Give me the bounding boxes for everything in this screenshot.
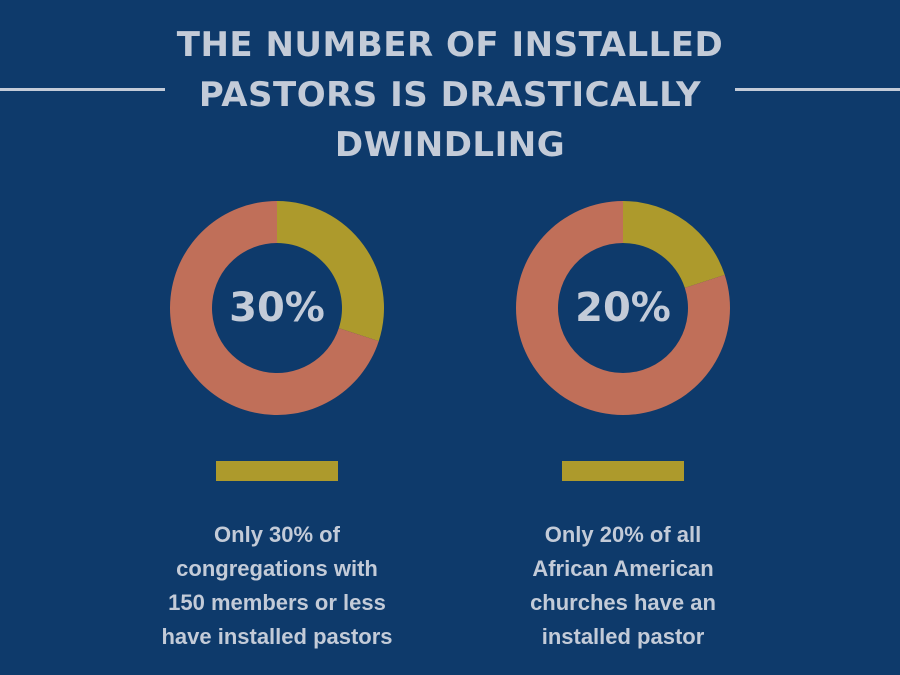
title-rule-left <box>0 88 165 91</box>
donut-slice-remainder <box>170 201 379 415</box>
donut-slice-highlight <box>277 201 384 342</box>
donut-slice-remainder <box>516 201 730 415</box>
caption-left: Only 30% of congregations with 150 membe… <box>161 522 393 649</box>
donut-chart-20: 20% <box>516 201 730 415</box>
page-title: THE NUMBER OF INSTALLED PASTORS IS DRAST… <box>176 25 724 165</box>
accent-bar-left <box>216 461 338 481</box>
donut-center-label: 20% <box>575 285 671 331</box>
donut-chart-30: 30% <box>170 201 384 415</box>
accent-bar-right <box>562 461 684 481</box>
donut-slice-highlight <box>623 201 725 288</box>
donut-center-label: 30% <box>229 285 325 331</box>
title-rule-right <box>735 88 900 91</box>
caption-right: Only 20% of all African American churche… <box>530 522 716 649</box>
